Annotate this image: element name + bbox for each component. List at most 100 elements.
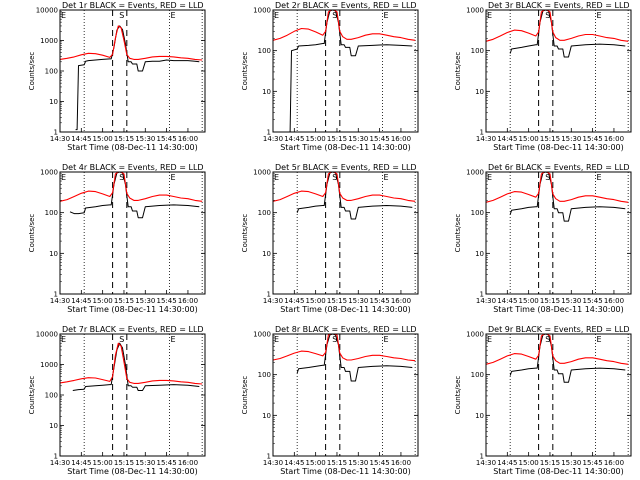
x-tick-label: 15:15: [327, 135, 347, 143]
y-tick-label: 10: [49, 250, 58, 258]
y-tick-label: 1000: [253, 169, 271, 177]
y-tick-label: 1000: [40, 361, 58, 369]
y-tick-label: 100: [45, 209, 58, 217]
y-tick-label: 10: [475, 412, 484, 420]
time-marker-label: S: [332, 335, 337, 344]
x-axis-label: Start Time (08-Dec-11 14:30:00): [493, 143, 624, 152]
y-tick-label: 100: [45, 68, 58, 76]
lld-series-line: [485, 333, 629, 365]
x-tick-label: 15:00: [93, 459, 113, 467]
x-tick-label: 16:00: [178, 135, 198, 143]
y-tick-label: 1: [54, 291, 58, 299]
x-tick-label: 15:45: [370, 297, 390, 305]
x-tick-label: 15:15: [327, 297, 347, 305]
x-tick-label: 15:30: [135, 297, 155, 305]
time-marker-label: E: [61, 335, 66, 344]
x-tick-label: 15:00: [519, 459, 539, 467]
x-tick-label: 15:15: [114, 297, 134, 305]
x-tick-label: 15:45: [370, 459, 390, 467]
x-tick-label: 15:45: [370, 135, 390, 143]
y-tick-label: 10: [262, 88, 271, 96]
x-tick-label: 14:45: [284, 459, 304, 467]
x-tick-label: 14:30: [476, 297, 496, 305]
y-tick-label: 10000: [36, 331, 58, 339]
panel-title: Det 9r BLACK = Events, RED = LLD: [488, 325, 630, 334]
events-series-line: [509, 333, 626, 383]
panel-title: Det 5r BLACK = Events, RED = LLD: [275, 163, 417, 172]
y-tick-label: 1000: [466, 169, 484, 177]
x-tick-label: 15:15: [327, 459, 347, 467]
time-marker-label: E: [61, 173, 66, 182]
y-axis-label: Counts/sec: [241, 376, 249, 415]
events-series-line: [296, 171, 413, 220]
y-tick-label: 1000: [466, 331, 484, 339]
y-tick-label: 10: [475, 250, 484, 258]
x-tick-label: 14:30: [476, 135, 496, 143]
y-tick-label: 10: [475, 88, 484, 96]
x-tick-label: 15:45: [583, 297, 603, 305]
y-tick-label: 10: [49, 422, 58, 430]
y-tick-label: 10: [262, 250, 271, 258]
time-marker-label: E: [170, 335, 175, 344]
panel-title: Det 4r BLACK = Events, RED = LLD: [62, 163, 204, 172]
x-axis-label: Start Time (08-Dec-11 14:30:00): [493, 467, 624, 476]
time-marker-label: S: [119, 335, 124, 344]
x-axis-label: Start Time (08-Dec-11 14:30:00): [67, 305, 198, 314]
time-marker-label: S: [545, 335, 550, 344]
x-tick-label: 15:30: [561, 297, 581, 305]
panel-title: Det 3r BLACK = Events, RED = LLD: [488, 1, 630, 10]
time-marker-label: E: [596, 173, 601, 182]
y-tick-label: 100: [471, 209, 484, 217]
x-tick-label: 14:45: [71, 297, 91, 305]
x-tick-label: 14:45: [497, 297, 517, 305]
plot-frame: [485, 171, 632, 295]
y-tick-label: 1: [54, 453, 58, 461]
panel-title: Det 1r BLACK = Events, RED = LLD: [62, 1, 204, 10]
time-marker-label: E: [487, 173, 492, 182]
y-tick-label: 100: [258, 209, 271, 217]
x-tick-label: 15:15: [540, 135, 560, 143]
events-series-line: [75, 25, 200, 131]
x-tick-label: 14:30: [263, 459, 283, 467]
x-tick-label: 16:00: [178, 459, 198, 467]
events-series-line: [296, 333, 413, 382]
time-marker-label: E: [170, 173, 175, 182]
time-marker-label: E: [596, 11, 601, 20]
x-tick-label: 14:45: [497, 459, 517, 467]
events-series-line: [288, 9, 413, 133]
y-tick-label: 1000: [40, 37, 58, 45]
y-tick-label: 1: [480, 453, 484, 461]
events-series-line: [69, 171, 200, 219]
y-axis-label: Counts/sec: [454, 52, 462, 91]
plot-frame: [59, 9, 206, 133]
x-tick-label: 14:30: [263, 135, 283, 143]
time-marker-label: S: [332, 173, 337, 182]
plot-frame: [59, 333, 206, 457]
events-series-line: [72, 342, 200, 391]
events-series-line: [509, 171, 626, 222]
time-marker-label: S: [545, 173, 550, 182]
x-tick-label: 15:00: [93, 135, 113, 143]
x-tick-label: 15:15: [114, 459, 134, 467]
x-tick-label: 16:00: [604, 459, 624, 467]
x-tick-label: 14:45: [497, 135, 517, 143]
time-marker-label: E: [274, 335, 279, 344]
time-marker-label: E: [61, 11, 66, 20]
x-tick-label: 15:15: [540, 459, 560, 467]
y-tick-label: 100: [471, 47, 484, 55]
lld-series-line: [59, 342, 203, 385]
lld-series-line: [272, 333, 416, 362]
time-marker-label: E: [170, 11, 175, 20]
plot-frame: [59, 171, 206, 295]
x-tick-label: 15:15: [114, 135, 134, 143]
x-tick-label: 15:00: [306, 459, 326, 467]
y-tick-label: 100: [258, 47, 271, 55]
time-marker-label: E: [383, 11, 388, 20]
y-axis-label: Counts/sec: [454, 214, 462, 253]
panel-title: Det 6r BLACK = Events, RED = LLD: [488, 163, 630, 172]
y-axis-label: Counts/sec: [241, 214, 249, 253]
y-tick-label: 1: [267, 453, 271, 461]
